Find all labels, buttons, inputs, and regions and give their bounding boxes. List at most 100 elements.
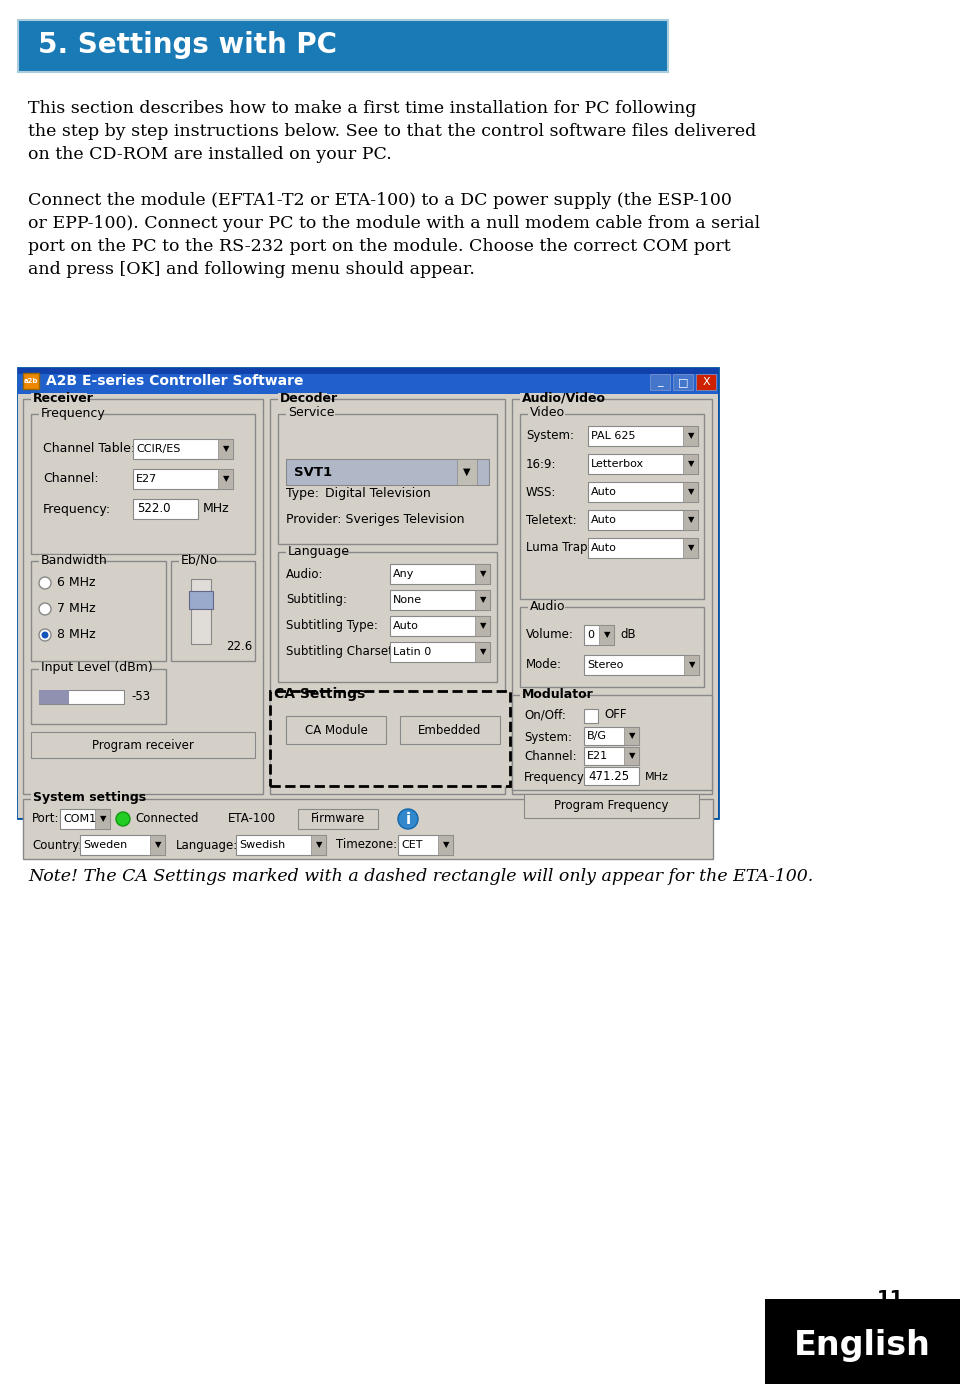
Bar — [584, 626, 614, 645]
Text: E21: E21 — [587, 752, 608, 761]
Bar — [39, 691, 124, 704]
Text: CET: CET — [401, 840, 422, 850]
Bar — [23, 399, 263, 794]
Bar — [528, 408, 565, 419]
Text: ▼: ▼ — [464, 466, 470, 477]
Bar — [133, 469, 233, 489]
Text: ETA-100: ETA-100 — [228, 812, 276, 825]
Text: Latin 0: Latin 0 — [393, 646, 431, 657]
Bar — [528, 601, 565, 613]
Text: Provider: Sveriges Television: Provider: Sveriges Television — [286, 512, 465, 526]
Text: Language: Language — [288, 544, 350, 558]
Bar — [584, 747, 639, 765]
Bar — [599, 626, 614, 645]
Bar — [390, 642, 490, 662]
Text: ▼: ▼ — [443, 840, 449, 850]
Text: Program receiver: Program receiver — [92, 739, 194, 752]
Bar — [218, 439, 233, 459]
Bar — [588, 509, 698, 530]
Text: Decoder: Decoder — [280, 392, 338, 404]
Text: Auto: Auto — [591, 543, 617, 554]
Text: Channel:: Channel: — [43, 472, 99, 486]
Bar — [39, 408, 101, 419]
Bar — [584, 709, 598, 722]
Text: ▼: ▼ — [688, 660, 695, 670]
Bar — [475, 565, 490, 584]
Text: Subtitling Type:: Subtitling Type: — [286, 620, 378, 632]
Bar — [673, 374, 693, 390]
Text: 0: 0 — [587, 630, 594, 639]
Text: B/G: B/G — [587, 731, 607, 740]
Bar — [683, 482, 698, 502]
Bar — [31, 393, 86, 406]
Bar — [683, 509, 698, 530]
Text: Video: Video — [530, 407, 565, 419]
Bar — [390, 565, 490, 584]
Text: ▼: ▼ — [223, 475, 229, 483]
Bar — [588, 454, 698, 473]
Text: ▼: ▼ — [316, 840, 323, 850]
Text: 8 MHz: 8 MHz — [57, 628, 96, 642]
Text: ▼: ▼ — [480, 621, 487, 631]
Bar — [398, 835, 453, 855]
Text: 6 MHz: 6 MHz — [57, 577, 95, 590]
Text: Auto: Auto — [591, 515, 617, 525]
Text: System:: System: — [524, 731, 572, 743]
Text: Frequency:: Frequency: — [43, 502, 111, 515]
Text: Auto: Auto — [591, 487, 617, 497]
Text: Teletext:: Teletext: — [526, 513, 577, 526]
Text: Channel:: Channel: — [524, 750, 577, 764]
Text: Auto: Auto — [393, 621, 419, 631]
Bar — [95, 810, 110, 829]
Text: Bandwidth: Bandwidth — [41, 554, 108, 566]
Text: port on the PC to the RS-232 port on the module. Choose the correct COM port: port on the PC to the RS-232 port on the… — [28, 238, 731, 255]
Text: Digital Television: Digital Television — [325, 487, 431, 501]
Bar — [400, 716, 500, 745]
Bar — [683, 538, 698, 558]
Text: English: English — [794, 1329, 930, 1362]
Text: Audio:: Audio: — [286, 567, 324, 580]
Bar — [60, 810, 110, 829]
Text: ▼: ▼ — [223, 444, 229, 454]
Bar — [23, 374, 39, 389]
Text: ▼: ▼ — [155, 840, 161, 850]
Text: E27: E27 — [136, 473, 157, 484]
Bar — [683, 454, 698, 473]
Text: COM1: COM1 — [63, 814, 96, 823]
Bar — [390, 616, 490, 637]
Bar — [39, 663, 151, 675]
Bar — [286, 408, 335, 419]
Text: ▼: ▼ — [687, 487, 694, 497]
Text: 5. Settings with PC: 5. Settings with PC — [38, 30, 337, 60]
Text: PAL 625: PAL 625 — [591, 430, 636, 441]
Text: ▼: ▼ — [480, 569, 487, 579]
Bar — [524, 794, 699, 818]
Text: Type:: Type: — [286, 487, 319, 501]
Bar — [23, 799, 713, 859]
Text: X: X — [702, 376, 709, 388]
Text: Channel Table:: Channel Table: — [43, 443, 135, 455]
Circle shape — [39, 577, 51, 590]
Text: MHz: MHz — [645, 772, 669, 782]
Bar — [584, 655, 699, 675]
Bar — [624, 727, 639, 745]
Text: Language:: Language: — [176, 839, 238, 851]
Bar — [189, 591, 213, 609]
Bar — [236, 835, 326, 855]
Text: Letterbox: Letterbox — [591, 459, 644, 469]
Text: 16:9:: 16:9: — [526, 458, 557, 471]
Bar — [650, 374, 670, 390]
Bar — [133, 500, 198, 519]
Bar — [684, 655, 699, 675]
Text: System settings: System settings — [33, 792, 146, 804]
Text: ▼: ▼ — [687, 515, 694, 525]
Text: ▼: ▼ — [687, 432, 694, 440]
Bar — [438, 835, 453, 855]
Text: the step by step instructions below. See to that the control software files deli: the step by step instructions below. See… — [28, 123, 756, 140]
Text: Connect the module (EFTA1-T2 or ETA-100) to a DC power supply (the ESP-100: Connect the module (EFTA1-T2 or ETA-100)… — [28, 192, 732, 209]
Text: A2B E-series Controller Software: A2B E-series Controller Software — [46, 374, 303, 388]
Text: System:: System: — [526, 429, 574, 443]
Bar — [520, 689, 582, 702]
Text: or EPP-100). Connect your PC to the module with a null modem cable from a serial: or EPP-100). Connect your PC to the modu… — [28, 215, 760, 233]
Bar — [311, 835, 326, 855]
